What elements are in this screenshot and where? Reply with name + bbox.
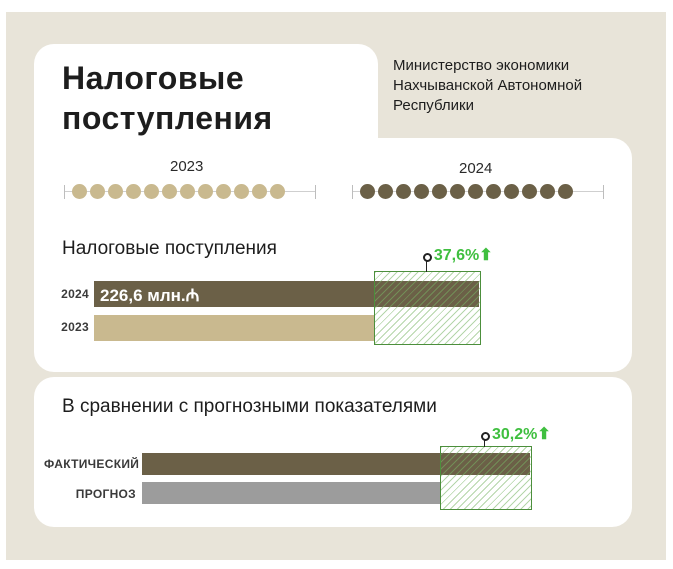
timeline-start-cap <box>64 185 65 199</box>
ministry-line-2: Нахчыванской Автономной <box>393 77 583 94</box>
month-dot-2024 <box>360 184 375 199</box>
month-dot-2023 <box>108 184 123 199</box>
ministry-line-3: Республики <box>393 97 474 114</box>
growth-percent-label: 37,6%⬆ <box>433 247 493 264</box>
growth-percent-label: 30,2%⬆ <box>492 426 551 443</box>
month-dot-2023 <box>216 184 231 199</box>
bar-label-forecast: ПРОГНОЗ <box>75 487 136 501</box>
month-dot-2023 <box>252 184 267 199</box>
year-label-2024: 2024 <box>459 160 493 177</box>
month-dot-2024 <box>558 184 573 199</box>
timeline-2024 <box>352 182 604 202</box>
month-dot-2023 <box>90 184 105 199</box>
month-dot-2023 <box>162 184 177 199</box>
timeline-start-cap <box>352 185 353 199</box>
month-dot-2023 <box>126 184 141 199</box>
month-dot-2024 <box>450 184 465 199</box>
month-dot-2024 <box>540 184 555 199</box>
bar-label-2023: 2023 <box>61 320 89 334</box>
year-label-2023: 2023 <box>170 158 204 175</box>
month-dots-2023 <box>72 184 285 199</box>
bar-label-actual: ФАКТИЧЕСКИЙ <box>44 457 140 471</box>
bar-label-2024: 2024 <box>61 287 89 301</box>
growth-pin-dot <box>422 253 432 262</box>
month-dot-2023 <box>234 184 249 199</box>
month-dot-2024 <box>396 184 411 199</box>
month-dot-2024 <box>414 184 429 199</box>
bar-actual <box>142 453 530 475</box>
month-dot-2024 <box>468 184 483 199</box>
timeline-end-cap <box>315 185 316 199</box>
data-label-2024: 226,6 млн.₼ <box>100 286 200 305</box>
month-dot-2023 <box>72 184 87 199</box>
growth-hatch-area <box>373 271 481 345</box>
growth-hatch-area <box>440 446 532 510</box>
month-dot-2024 <box>432 184 447 199</box>
month-dot-2023 <box>144 184 159 199</box>
growth-pin-line <box>484 438 485 447</box>
month-dot-2023 <box>270 184 285 199</box>
timeline-end-cap <box>603 185 604 199</box>
growth-pin-dot <box>481 432 490 441</box>
month-dots-2024 <box>360 184 573 199</box>
bar-forecast <box>142 482 440 504</box>
month-dot-2024 <box>378 184 393 199</box>
growth-pin-line <box>425 258 427 272</box>
month-dot-2023 <box>198 184 213 199</box>
chart-title-forecast: В сравнении с прогнозными показателями <box>62 396 437 417</box>
ministry-name: Министерство экономики Нахчыванской Авто… <box>393 56 643 116</box>
timeline-2023 <box>64 182 316 202</box>
ministry-line-1: Министерство экономики <box>393 57 570 74</box>
month-dot-2024 <box>486 184 501 199</box>
page-title: Налоговые поступления <box>62 58 362 138</box>
chart-title-tax-revenue: Налоговые поступления <box>62 238 277 259</box>
title-line-1: Налоговые <box>62 60 245 96</box>
month-dot-2024 <box>504 184 519 199</box>
title-line-2: поступления <box>62 100 273 136</box>
month-dot-2024 <box>522 184 537 199</box>
month-dot-2023 <box>180 184 195 199</box>
bar-2023 <box>94 315 374 341</box>
